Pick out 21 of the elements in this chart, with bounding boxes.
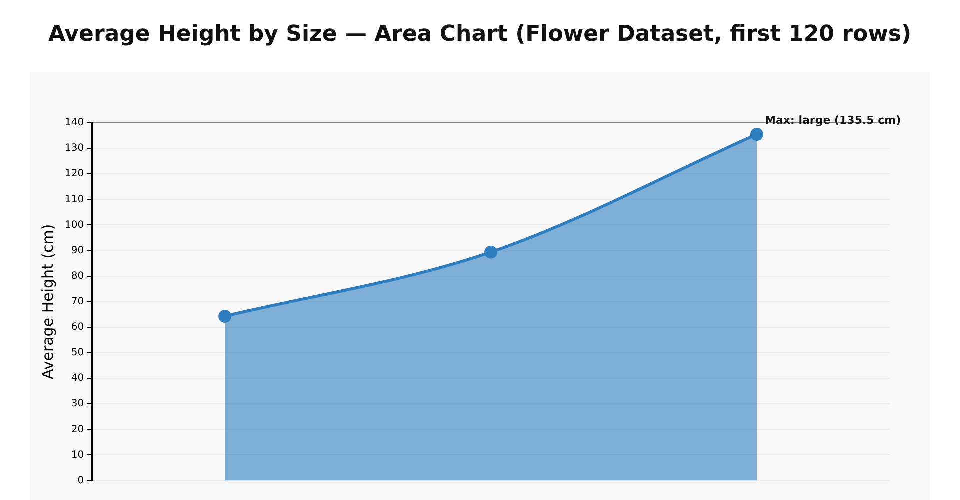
y-tick-label: 20: [71, 424, 84, 436]
annotation: Max: large (135.5 cm): [765, 114, 902, 127]
y-axis-title: Average Height (cm): [38, 224, 57, 380]
y-tick-label: 100: [64, 220, 84, 231]
point: [218, 310, 232, 323]
y-tick-label: 40: [71, 373, 84, 384]
y-tick-label: 80: [71, 270, 84, 282]
y-tick-label: 110: [64, 194, 84, 206]
y-tick-label: 60: [71, 322, 84, 334]
y-tick-label: 10: [71, 450, 84, 461]
y-tick-label: 50: [71, 348, 84, 359]
y-tick-label: 120: [64, 168, 84, 180]
y-tick-label: 0: [78, 475, 84, 486]
chart-title: Average Height by Size — Area Chart (Flower Dataset, first 120 rows): [47, 22, 913, 47]
point: [484, 246, 498, 259]
y-tick-label: 140: [64, 118, 84, 129]
y-tick-label: 90: [71, 245, 84, 256]
y-tick-label: 130: [64, 143, 84, 154]
point: [750, 128, 764, 141]
y-tick-label: 70: [71, 296, 84, 308]
y-tick-label: 30: [71, 398, 84, 410]
